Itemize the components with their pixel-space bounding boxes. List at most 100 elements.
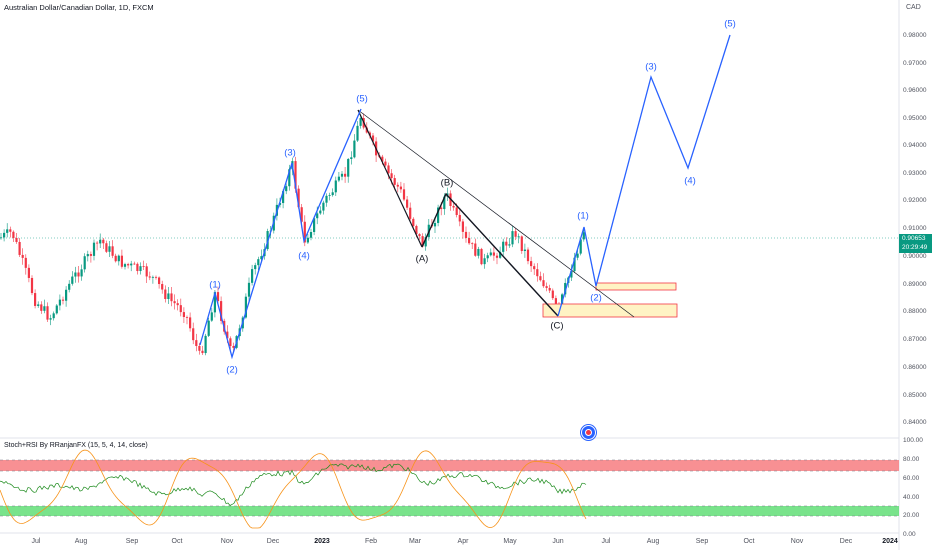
abc-corrective-path[interactable] [421, 192, 559, 317]
candle-body [161, 284, 164, 290]
candle-body [495, 255, 499, 258]
price-tick-label: 0.93000 [903, 170, 927, 177]
wave-label: (1) [577, 210, 589, 222]
time-tick-label: Dec [839, 538, 853, 545]
candle-body [499, 251, 502, 258]
candle-body [539, 276, 542, 281]
candle-body [130, 263, 133, 266]
candle-body [412, 218, 415, 226]
candle-body [24, 257, 27, 268]
wave-label: (2) [590, 292, 602, 304]
symbol-title[interactable]: Australian Dollar/Canadian Dollar, 1D, F… [4, 3, 154, 12]
candle-body [573, 257, 576, 272]
candle-body [399, 186, 402, 190]
candle-body [554, 298, 557, 304]
support-zone-upper[interactable] [595, 282, 677, 291]
candle-body [139, 266, 142, 272]
candle-body [508, 244, 511, 246]
candle-body [576, 253, 579, 258]
candle-body [464, 231, 468, 238]
time-tick-label: Oct [171, 538, 183, 545]
candle-body [570, 271, 573, 278]
currency-label: CAD [906, 4, 921, 11]
candle-body [260, 256, 263, 260]
candle-body [167, 293, 170, 299]
candle-body [15, 237, 18, 242]
price-tick-label: 0.91000 [903, 225, 927, 232]
candle-body [201, 350, 204, 354]
candle-body [247, 282, 251, 297]
wave-label: (5) [724, 18, 736, 30]
candle-body [461, 221, 464, 232]
candle-body [3, 232, 6, 238]
candle-body [551, 290, 554, 299]
candle-body [486, 255, 489, 259]
candle-body [164, 289, 167, 299]
time-tick-label: Sep [695, 538, 709, 545]
candle-body [468, 237, 471, 244]
candle-body [331, 192, 334, 196]
overbought-band [0, 460, 899, 471]
candle-body [173, 301, 176, 304]
time-tick-label: Jun [552, 538, 564, 545]
candle-body [371, 135, 375, 142]
candle-body [582, 232, 585, 240]
candle-body [334, 180, 337, 193]
abc-corrective-line[interactable] [357, 109, 423, 248]
support-zone-lower[interactable] [542, 303, 678, 318]
candle-body [89, 254, 92, 256]
time-tick-label: Feb [364, 538, 378, 545]
candle-body [530, 261, 533, 267]
candle-body [350, 157, 353, 160]
time-tick-label: 2023 [314, 538, 330, 545]
candle-body [406, 199, 409, 208]
projected-wave-path[interactable] [557, 34, 731, 317]
candle-body [393, 178, 396, 185]
candle-body [520, 236, 523, 251]
candle-body [294, 161, 297, 189]
candle-body [418, 234, 421, 237]
indicator-tick-label: 40.00 [903, 494, 920, 501]
candle-body [83, 256, 86, 270]
candle-body [74, 272, 77, 277]
rsi-line [0, 463, 587, 506]
candle-body [86, 254, 89, 257]
candle-body [52, 313, 55, 319]
descending-trendline[interactable] [357, 109, 635, 318]
candle-body [483, 258, 486, 265]
candle-body [306, 237, 309, 243]
candle-body [300, 207, 303, 222]
time-tick-label: Dec [266, 538, 280, 545]
indicator-title[interactable]: Stoch+RSI By RRanjanFX (15, 5, 4, 14, cl… [4, 442, 148, 449]
economic-event-icon[interactable] [581, 425, 596, 440]
candle-body [523, 249, 526, 251]
candle-body [316, 213, 319, 219]
candle-body [322, 202, 325, 211]
candle-body [120, 255, 123, 267]
wave-label: (B) [440, 177, 454, 189]
candle-body [142, 266, 145, 267]
candle-body [232, 345, 235, 348]
candle-body [77, 272, 80, 277]
candle-body [158, 277, 161, 285]
price-tick-label: 0.89000 [903, 281, 927, 288]
time-tick-label: Oct [743, 538, 755, 545]
candle-body [179, 305, 182, 313]
candle-body [21, 254, 24, 258]
candle-body [123, 264, 127, 267]
candle-body [58, 299, 61, 306]
candle-body [443, 196, 446, 210]
candle-body [185, 316, 189, 318]
candle-body [148, 276, 151, 278]
candle-body [111, 246, 114, 256]
candle-body [328, 195, 331, 196]
impulse-wave-path[interactable] [199, 108, 362, 360]
candle-body [34, 293, 37, 306]
candle-body [288, 169, 291, 187]
candle-body [455, 207, 458, 215]
candle-body [409, 207, 412, 219]
candle-body [536, 269, 539, 277]
candle-body [424, 237, 427, 247]
